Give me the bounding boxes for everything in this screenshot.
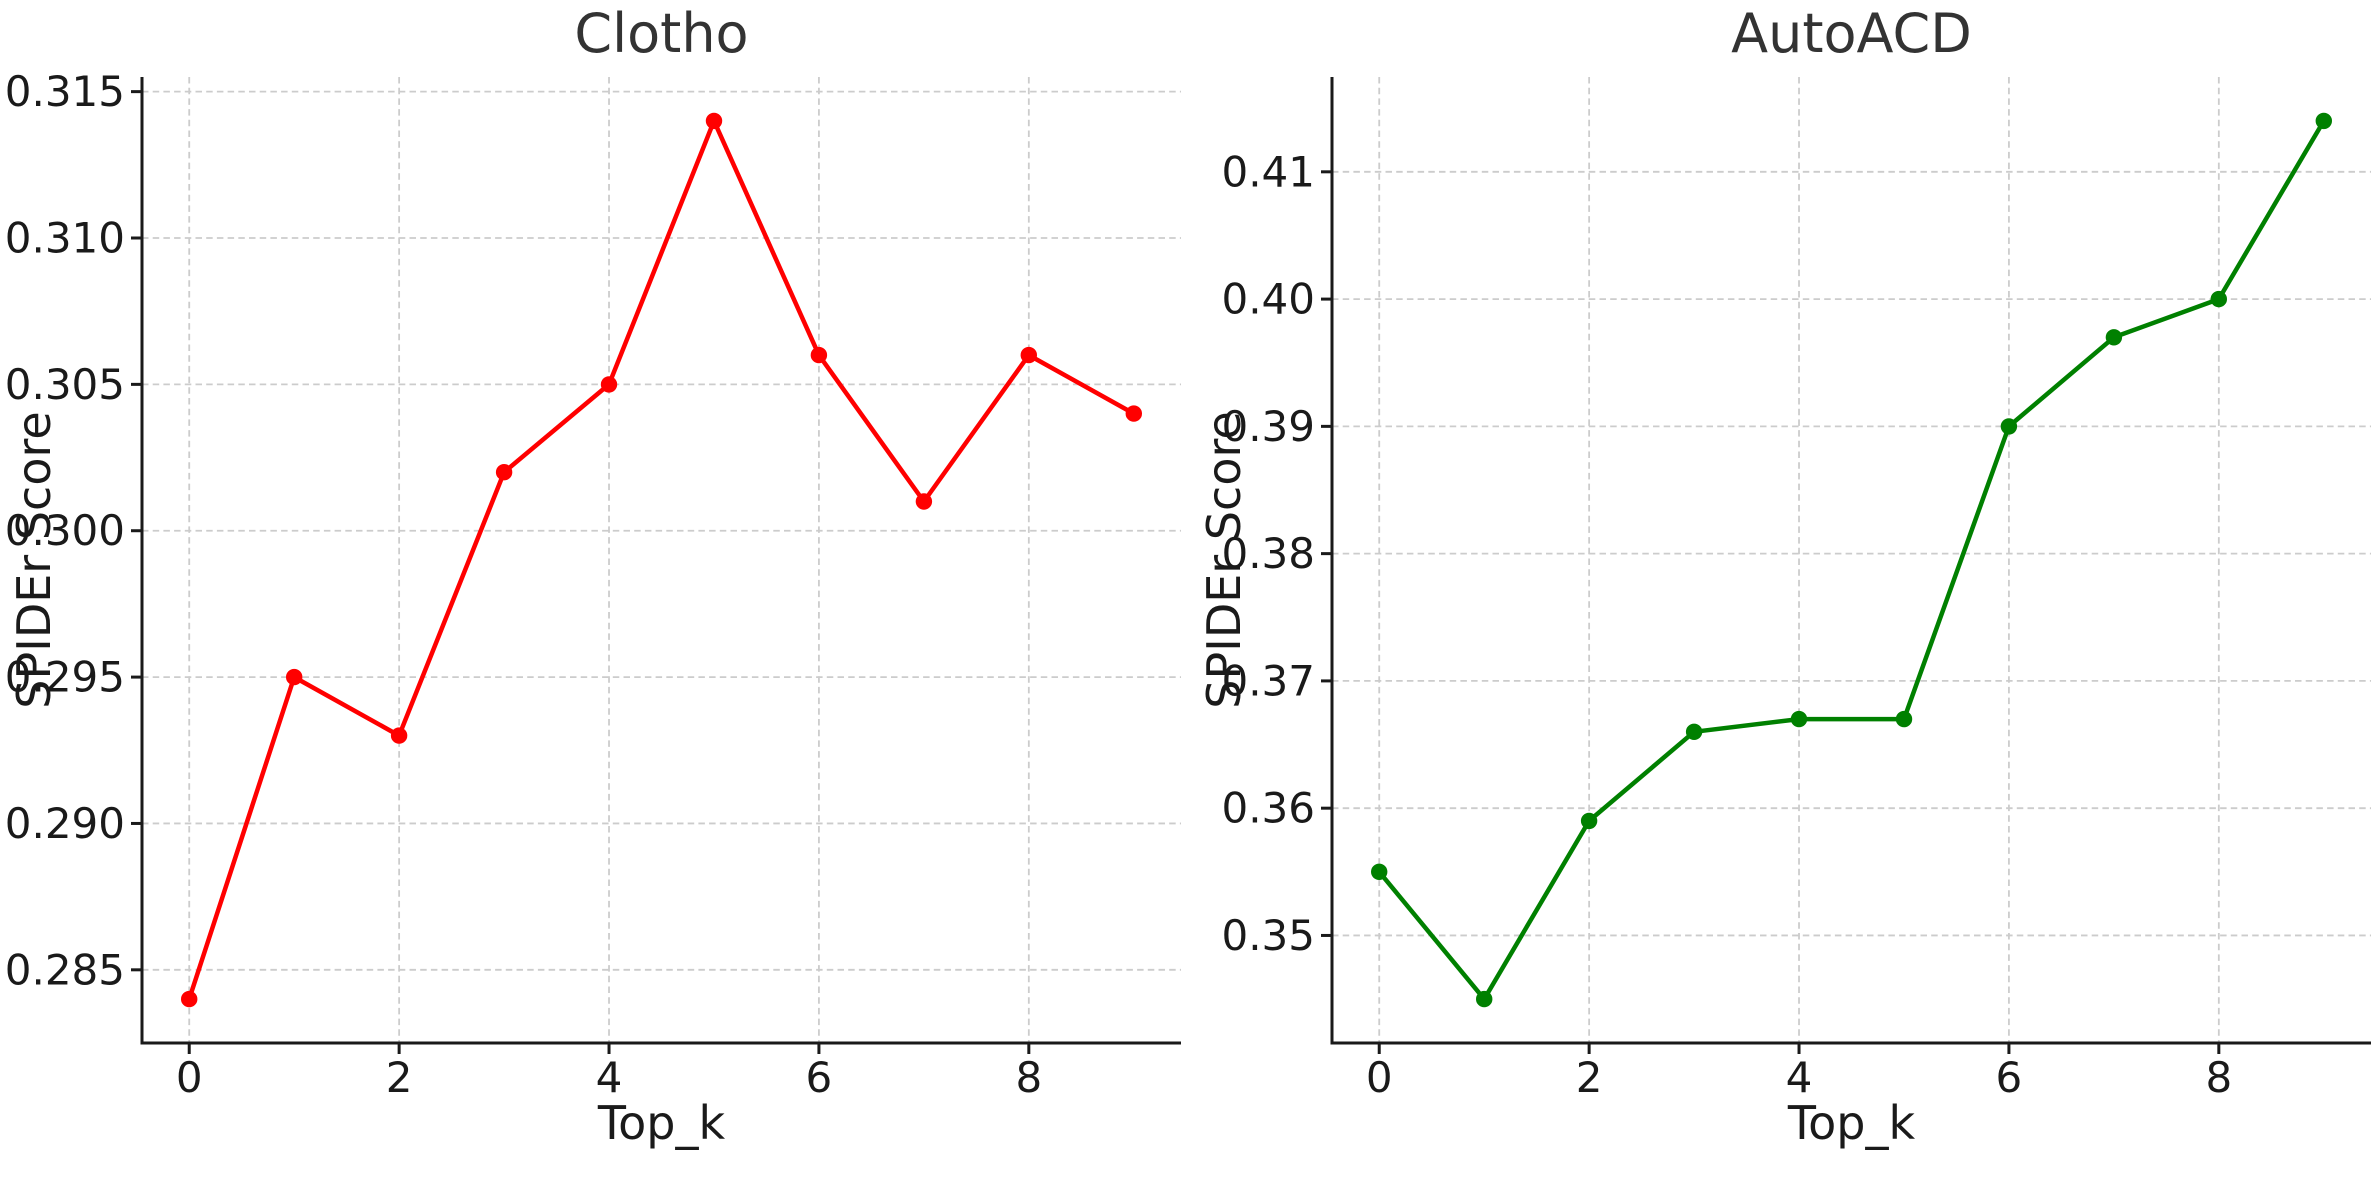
data-point — [1685, 723, 1703, 740]
data-point — [495, 464, 513, 481]
y-tick-label: 0.305 — [5, 360, 125, 409]
x-axis-label: Top_k — [1787, 1096, 1916, 1150]
tick-marks — [1321, 170, 2221, 1054]
y-tick-label: 0.290 — [5, 799, 125, 848]
x-tick-label: 4 — [596, 1053, 623, 1102]
y-tick-label: 0.40 — [1221, 275, 1315, 324]
data-point — [1125, 405, 1143, 422]
data-point — [2105, 329, 2123, 346]
data-point — [286, 668, 303, 686]
data-point — [1020, 346, 1037, 364]
data-point — [2000, 418, 2018, 435]
data-point — [705, 112, 723, 130]
y-tick-label: 0.36 — [1221, 784, 1315, 833]
data-point — [2315, 112, 2332, 130]
x-tick-label: 8 — [1015, 1053, 1042, 1102]
y-axis-label: SPIDEr Score — [1197, 411, 1251, 709]
tick-marks — [131, 90, 1031, 1054]
y-tick-label: 0.37 — [1221, 656, 1315, 705]
x-tick-label: 0 — [1366, 1053, 1393, 1102]
x-tick-label: 2 — [386, 1053, 413, 1102]
data-point — [600, 376, 618, 393]
x-axis-label: Top_k — [597, 1096, 726, 1150]
x-tick-label: 4 — [1786, 1053, 1813, 1102]
grid — [142, 77, 1181, 1043]
tick-labels: 0 2 4 6 8 0.35 0.36 0.37 0.38 0.39 0.40 0.41 — [1221, 147, 2232, 1102]
y-tick-label: 0.300 — [5, 506, 125, 555]
x-tick-label: 2 — [1576, 1053, 1603, 1102]
axes-spines — [1330, 77, 2371, 1045]
data-points — [1371, 112, 2332, 1008]
data-point — [2210, 290, 2227, 308]
autoacd-line-plot: 0 2 4 6 8 0.35 0.36 0.37 0.38 0.39 0.40 0.41 — [1221, 77, 2371, 1102]
x-tick-label: 6 — [1996, 1053, 2023, 1102]
y-tick-label: 0.295 — [5, 653, 125, 702]
y-tick-label: 0.38 — [1221, 529, 1315, 578]
data-point — [1790, 710, 1808, 728]
x-tick-label: 0 — [176, 1053, 203, 1102]
axes-spines — [140, 77, 1181, 1045]
data-points — [181, 112, 1143, 1008]
data-point — [390, 727, 408, 744]
data-point — [1580, 812, 1598, 830]
series-line — [186, 118, 1137, 1002]
series-line — [1376, 118, 2327, 1002]
y-tick-label: 0.285 — [5, 945, 125, 994]
chart-title: AutoACD — [1731, 2, 1972, 65]
grid — [1332, 77, 2371, 1043]
autoacd-panel: 0 2 4 6 8 0.35 0.36 0.37 0.38 0.39 0.40 0.41 AutoAC… — [1190, 0, 2379, 1179]
y-tick-label: 0.39 — [1221, 402, 1315, 451]
chart-title: Clotho — [574, 2, 749, 65]
data-point — [1476, 990, 1493, 1008]
data-point — [1371, 863, 1388, 880]
x-tick-label: 6 — [806, 1053, 833, 1102]
data-point — [1895, 710, 1913, 728]
clotho-line-plot: 0 2 4 6 8 0.285 0.290 0.295 0.300 0.305 0.310 0.315 — [5, 67, 1181, 1102]
y-tick-label: 0.41 — [1221, 147, 1315, 196]
y-tick-label: 0.315 — [5, 67, 125, 116]
data-point — [915, 493, 933, 510]
data-point — [181, 990, 198, 1008]
y-tick-label: 0.310 — [5, 213, 125, 262]
x-tick-label: 8 — [2205, 1053, 2232, 1102]
clotho-panel: 0 2 4 6 8 0.285 0.290 0.295 0.300 0.305 0.310 0.315… — [0, 0, 1189, 1179]
y-tick-label: 0.35 — [1221, 911, 1315, 960]
y-axis-label: SPIDEr Score — [7, 411, 61, 709]
data-point — [810, 346, 828, 364]
tick-labels: 0 2 4 6 8 0.285 0.290 0.295 0.300 0.305 0.310 0.315 — [5, 67, 1042, 1102]
